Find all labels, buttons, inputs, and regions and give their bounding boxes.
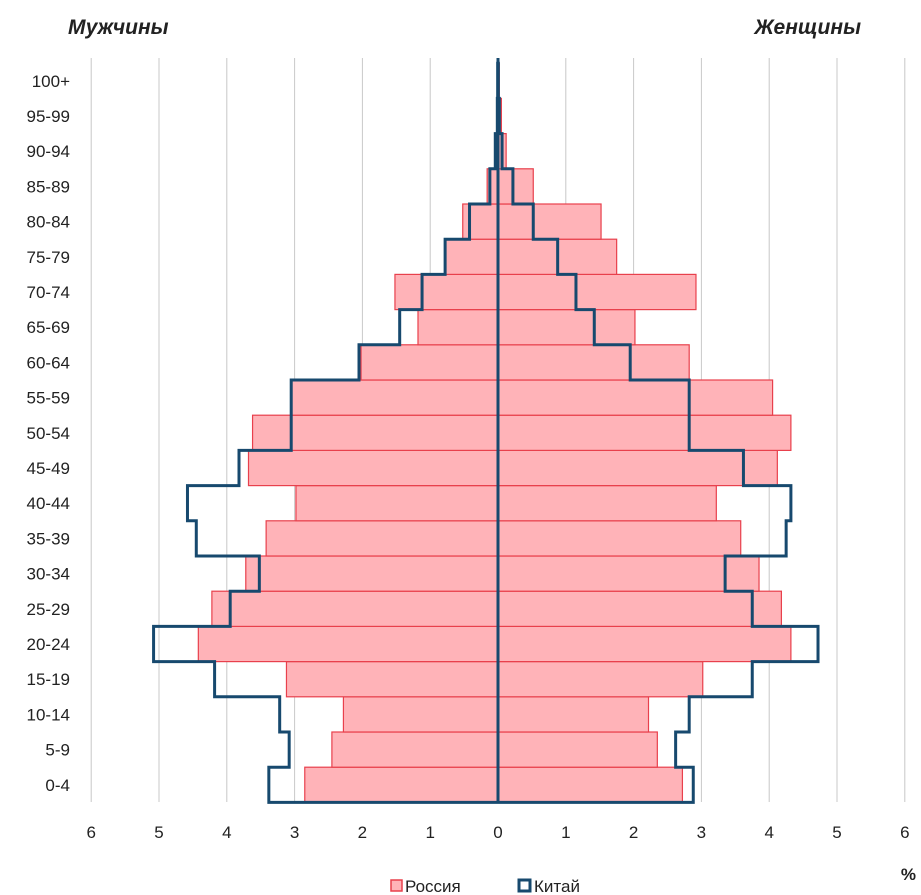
- russia-men-bar-30-34: [245, 555, 499, 592]
- russia-women-bar-45-49: [497, 449, 778, 487]
- russia-women-bar-25-29: [497, 590, 783, 628]
- russia-women-bar-65-69: [497, 309, 636, 346]
- russia-men-bar-5-9: [331, 731, 499, 768]
- age-label-95-99: 95-99: [27, 107, 70, 126]
- age-label-10-14: 10-14: [27, 705, 70, 724]
- x-tick-label: 6: [900, 823, 909, 842]
- russia-men-bar-55-59: [290, 379, 499, 416]
- x-tick-label: 4: [222, 823, 231, 842]
- age-label-55-59: 55-59: [27, 389, 70, 408]
- legend-china-swatch: [517, 878, 532, 893]
- russia-women-bar-20-24: [497, 625, 792, 663]
- age-label-0-4: 0-4: [45, 776, 70, 795]
- x-tick-label: 4: [764, 823, 773, 842]
- age-label-100+: 100+: [32, 72, 70, 91]
- x-tick-label: 2: [358, 823, 367, 842]
- age-label-75-79: 75-79: [27, 248, 70, 267]
- china-women-outline: [496, 61, 820, 804]
- x-tick-label: 5: [154, 823, 163, 842]
- russia-men-bar-35-39: [265, 520, 499, 557]
- x-tick-label: 1: [425, 823, 434, 842]
- age-label-45-49: 45-49: [27, 459, 70, 478]
- russia-bars: [197, 62, 792, 804]
- women-title: Женщины: [753, 16, 861, 39]
- x-tick-label: 6: [86, 823, 95, 842]
- age-label-65-69: 65-69: [27, 318, 70, 337]
- russia-women-bar-35-39: [497, 520, 742, 557]
- legend: Россия Китай: [390, 877, 580, 895]
- x-tick-label: 3: [697, 823, 706, 842]
- age-label-30-34: 30-34: [27, 565, 70, 584]
- x-tick-label: 2: [629, 823, 638, 842]
- russia-women-bar-60-64: [497, 344, 690, 381]
- russia-men-bar-60-64: [360, 344, 499, 381]
- russia-women-bar-80-84: [497, 203, 602, 240]
- russia-women-bar-10-14: [497, 696, 650, 733]
- age-label-40-44: 40-44: [27, 494, 70, 513]
- x-tick-label: 0: [493, 823, 502, 842]
- russia-women-bar-15-19: [497, 660, 704, 698]
- age-group-labels: 0-4 5-9 10-14 15-19 20-24 25-29 30-34 35-39 40-4…: [27, 72, 71, 795]
- china-men-outline: [152, 61, 500, 804]
- russia-men-bar-25-29: [211, 590, 499, 628]
- russia-men-bar-0-4: [304, 766, 499, 804]
- russia-men-bar-70-74: [394, 273, 499, 311]
- men-title: Мужчины: [68, 16, 169, 39]
- russia-women-bar-0-4: [497, 766, 684, 804]
- age-label-20-24: 20-24: [27, 635, 70, 654]
- legend-china-label: Китай: [534, 877, 580, 895]
- x-tick-labels: 6 5 4 3 2 1 0 1 2 3 4 5 6: [86, 823, 909, 842]
- age-label-80-84: 80-84: [27, 213, 70, 232]
- russia-men-bar-10-14: [342, 696, 499, 733]
- x-tick-label: 1: [561, 823, 570, 842]
- russia-women-bar-40-44: [497, 485, 717, 522]
- age-label-70-74: 70-74: [27, 283, 70, 302]
- russia-women-bar-50-54: [497, 414, 792, 452]
- russia-men-bar-20-24: [197, 625, 499, 663]
- russia-women-bar-5-9: [497, 731, 658, 768]
- russia-men-bar-65-69: [417, 309, 499, 346]
- age-label-90-94: 90-94: [27, 142, 70, 161]
- age-label-25-29: 25-29: [27, 600, 70, 619]
- age-label-85-89: 85-89: [27, 177, 70, 196]
- legend-russia-swatch: [390, 879, 403, 892]
- age-label-5-9: 5-9: [45, 741, 70, 760]
- russia-men-bar-40-44: [295, 485, 499, 522]
- russia-men-bar-50-54: [251, 414, 499, 452]
- russia-men-bar-15-19: [285, 660, 499, 698]
- china-outline-bars: [152, 61, 820, 804]
- age-label-50-54: 50-54: [27, 424, 70, 443]
- russia-women-bar-55-59: [497, 379, 774, 416]
- russia-women-bar-85-89: [497, 168, 534, 205]
- russia-women-bar-70-74: [497, 273, 697, 311]
- russia-men-bar-45-49: [247, 449, 499, 487]
- russia-men-bar-75-79: [444, 238, 499, 275]
- x-tick-label: 5: [832, 823, 841, 842]
- unit-label: %: [901, 865, 916, 884]
- age-label-60-64: 60-64: [27, 353, 70, 372]
- legend-russia-label: Россия: [405, 877, 461, 895]
- x-tick-label: 3: [290, 823, 299, 842]
- age-label-15-19: 15-19: [27, 670, 70, 689]
- age-label-35-39: 35-39: [27, 529, 70, 548]
- russia-women-bar-30-34: [497, 555, 760, 592]
